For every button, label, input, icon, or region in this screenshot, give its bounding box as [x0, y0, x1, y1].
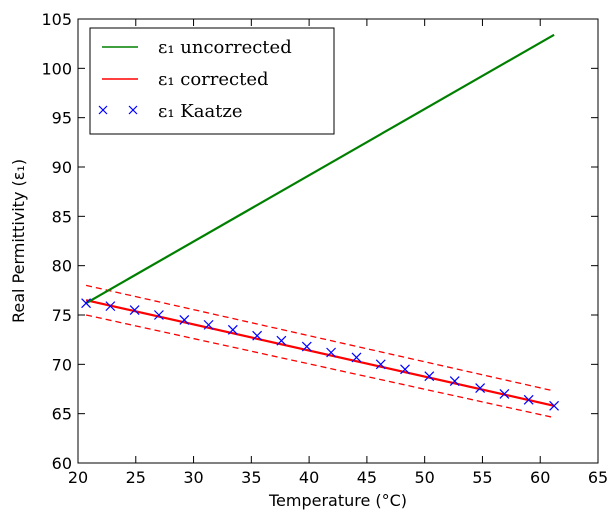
y-tick-label: 75: [52, 306, 72, 325]
x-tick-label: 30: [183, 468, 203, 487]
series-line-0: [85, 33, 555, 305]
x-axis-label: Temperature (°C): [268, 491, 407, 510]
y-tick-label: 80: [52, 257, 72, 276]
kaatze-point: [252, 330, 263, 341]
kaatze-point: [475, 383, 486, 393]
legend-box: [89, 27, 335, 135]
kaatze-point: [499, 389, 510, 399]
x-tick-label: 35: [241, 468, 261, 487]
kaatze-point: [424, 371, 435, 382]
legend: ε₁ uncorrected ε₁ corrected ε₁ Kaatze: [89, 27, 335, 135]
y-tick-label: 60: [52, 454, 72, 473]
kaatze-point: [375, 359, 386, 370]
x-tick-label: 20: [68, 468, 88, 487]
x-tick-label: 25: [126, 468, 146, 487]
kaatze-point: [203, 319, 214, 330]
kaatze-point: [129, 305, 140, 315]
legend-corrected-label: ε₁ corrected: [158, 69, 269, 90]
axes-layer: 20 25 30 35 40 45 50 55 60 65 60 65 70 75 80 85 90 95 100 1…: [41, 10, 608, 487]
kaatze-point: [227, 324, 238, 335]
kaatze-point: [301, 341, 312, 352]
x-tick-label: 45: [357, 468, 377, 487]
y-tick-label: 85: [52, 207, 72, 226]
kaatze-point: [400, 364, 410, 375]
legend-kaatze-swatch: [98, 105, 138, 115]
kaatze-point: [326, 347, 336, 358]
kaatze-point: [351, 352, 362, 363]
legend-uncorrected-label: ε₁ uncorrected: [158, 37, 292, 58]
kaatze-point: [179, 315, 190, 325]
y-tick-label: 70: [52, 355, 72, 374]
legend-kaatze-label: ε₁ Kaatze: [158, 101, 243, 122]
x-tick-label: 50: [414, 468, 434, 487]
kaatze-point: [523, 394, 534, 405]
x-tick-label: 65: [588, 468, 608, 487]
series-layer: [81, 33, 560, 419]
series-line-1: [85, 299, 555, 407]
kaatze-point: [549, 400, 560, 411]
y-axis-label: Real Permittivity (ε₁): [9, 159, 28, 323]
y-tick-label: 90: [52, 158, 72, 177]
kaatze-point: [449, 376, 460, 387]
y-tick-label: 105: [41, 10, 72, 29]
plot-frame: [77, 18, 599, 464]
y-tick-label: 100: [41, 59, 72, 78]
x-tick-label: 40: [299, 468, 319, 487]
x-tick-label: 60: [530, 468, 550, 487]
kaatze-point: [81, 298, 92, 309]
kaatze-point: [105, 301, 116, 312]
y-tick-label: 65: [52, 405, 72, 424]
x-tick-label: 55: [472, 468, 492, 487]
kaatze-point: [153, 310, 164, 320]
kaatze-point: [276, 335, 287, 346]
y-tick-label: 95: [52, 109, 72, 128]
